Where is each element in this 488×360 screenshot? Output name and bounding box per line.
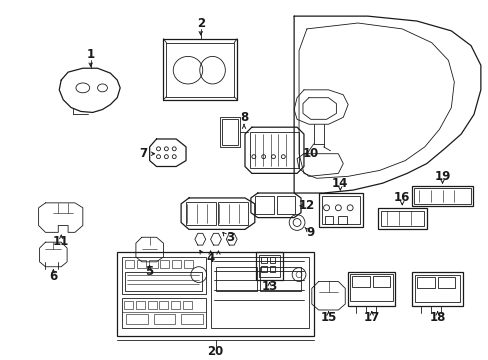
- Bar: [351, 276, 369, 287]
- Bar: [148, 260, 157, 268]
- Bar: [153, 314, 175, 324]
- Bar: [338, 216, 346, 225]
- Bar: [318, 193, 362, 228]
- Text: 6: 6: [49, 270, 58, 283]
- Bar: [136, 301, 144, 309]
- Bar: [185, 202, 215, 225]
- Bar: [218, 202, 247, 225]
- Text: 13: 13: [261, 280, 277, 293]
- Bar: [380, 211, 423, 226]
- Bar: [210, 257, 308, 328]
- Text: 7: 7: [140, 147, 147, 160]
- Bar: [126, 314, 147, 324]
- Text: 20: 20: [207, 345, 223, 358]
- Bar: [171, 301, 180, 309]
- Bar: [255, 252, 283, 279]
- Bar: [324, 216, 333, 225]
- Bar: [147, 301, 156, 309]
- Bar: [411, 272, 462, 306]
- Bar: [160, 260, 169, 268]
- Text: 10: 10: [302, 147, 318, 160]
- Bar: [260, 266, 266, 272]
- Text: 1: 1: [86, 48, 95, 61]
- Bar: [347, 272, 395, 306]
- Bar: [181, 314, 203, 324]
- Bar: [269, 257, 275, 263]
- Bar: [414, 275, 459, 302]
- Bar: [159, 301, 168, 309]
- Bar: [377, 208, 426, 229]
- Text: 2: 2: [196, 17, 204, 30]
- Bar: [215, 267, 256, 291]
- Bar: [321, 196, 359, 225]
- Bar: [413, 188, 470, 204]
- Bar: [183, 301, 191, 309]
- Bar: [349, 274, 392, 301]
- Bar: [269, 266, 275, 272]
- Bar: [183, 260, 192, 268]
- Bar: [137, 260, 145, 268]
- Text: 18: 18: [428, 311, 445, 324]
- Bar: [222, 119, 238, 145]
- Bar: [124, 301, 133, 309]
- Bar: [125, 272, 202, 291]
- Text: 14: 14: [331, 177, 348, 190]
- Bar: [437, 276, 454, 288]
- Bar: [254, 196, 274, 214]
- Text: 15: 15: [320, 311, 336, 324]
- Bar: [122, 257, 205, 294]
- Bar: [411, 186, 472, 206]
- Bar: [117, 252, 313, 336]
- Bar: [125, 260, 134, 268]
- Text: 3: 3: [226, 231, 234, 244]
- Text: 4: 4: [206, 252, 214, 265]
- Text: 8: 8: [240, 111, 247, 124]
- Text: 19: 19: [433, 170, 450, 183]
- Text: 12: 12: [298, 199, 314, 212]
- Text: 5: 5: [145, 265, 153, 278]
- Text: 17: 17: [363, 311, 379, 324]
- Bar: [277, 196, 295, 214]
- Bar: [172, 260, 181, 268]
- Bar: [249, 132, 299, 168]
- Bar: [122, 298, 205, 328]
- Bar: [372, 276, 389, 287]
- Bar: [220, 117, 240, 147]
- Bar: [259, 267, 301, 291]
- Text: 16: 16: [393, 192, 409, 204]
- Text: 11: 11: [53, 235, 69, 248]
- Bar: [258, 255, 280, 276]
- Bar: [260, 257, 266, 263]
- Bar: [416, 276, 434, 288]
- Text: 9: 9: [306, 226, 314, 239]
